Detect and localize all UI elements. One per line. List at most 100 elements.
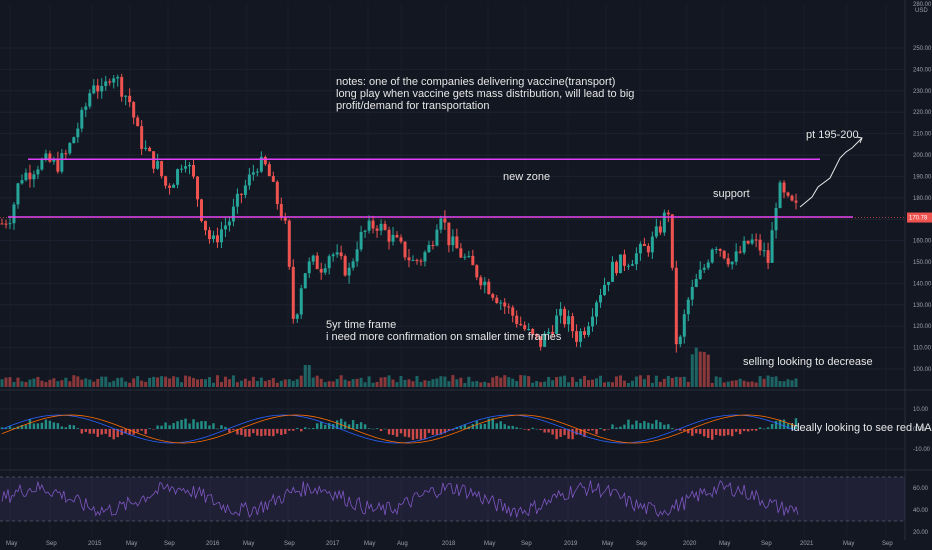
volume-bar xyxy=(662,378,666,387)
volume-bar xyxy=(579,378,583,387)
macd-bar xyxy=(100,429,103,435)
time-tick-label: Sep xyxy=(521,541,532,547)
macd-bar xyxy=(32,423,36,429)
timeframe-note-1: 5yr time frame xyxy=(326,319,397,331)
volume-bar xyxy=(614,376,618,387)
macd-bar xyxy=(427,429,431,433)
volume-bar xyxy=(116,377,120,387)
macd-bar xyxy=(407,429,411,438)
candle-body xyxy=(12,204,16,224)
candle-body xyxy=(279,203,283,218)
volume-bar xyxy=(606,381,610,387)
volume-bar xyxy=(303,365,307,387)
candle-body xyxy=(40,159,44,170)
macd-bar xyxy=(339,418,343,429)
candle-body xyxy=(559,308,563,316)
candle-body xyxy=(591,316,595,327)
candle-body xyxy=(335,252,339,255)
macd-bar xyxy=(547,429,550,433)
macd-bar xyxy=(60,426,64,429)
candle-body xyxy=(638,243,642,254)
price-tick-label: 240.00 xyxy=(913,67,932,73)
candle-body xyxy=(283,217,287,221)
macd-bar xyxy=(722,429,726,436)
volume-bar xyxy=(291,380,295,387)
volume-bar xyxy=(32,378,36,387)
candle-body xyxy=(371,220,375,229)
volume-bar xyxy=(479,382,483,387)
volume-bar xyxy=(0,379,4,387)
volume-bar xyxy=(211,382,215,387)
candle-body xyxy=(447,222,451,246)
volume-bar xyxy=(786,379,790,387)
volume-bar xyxy=(215,375,219,387)
macd-bar xyxy=(435,429,439,435)
macd-bar xyxy=(679,429,682,431)
macd-bar xyxy=(104,429,107,434)
macd-bar xyxy=(411,429,415,440)
candle-body xyxy=(734,251,738,262)
volume-bar xyxy=(678,377,682,387)
macd-bar xyxy=(563,429,566,436)
candle-body xyxy=(100,86,104,92)
volume-bar xyxy=(702,351,706,387)
macd-bar xyxy=(543,429,546,433)
price-tick-label: 210.00 xyxy=(913,132,932,138)
volume-bar xyxy=(72,375,76,387)
projection-path xyxy=(799,137,863,208)
candle-body xyxy=(790,195,794,201)
time-tick-label: 2016 xyxy=(206,541,220,547)
macd-bar xyxy=(92,429,95,434)
volume-bar xyxy=(307,365,311,387)
time-tick-label: 2019 xyxy=(564,541,578,547)
volume-bar xyxy=(690,354,694,387)
volume-bar xyxy=(503,375,507,387)
volume-bar xyxy=(160,376,164,387)
volume-bar xyxy=(575,381,579,387)
candle-body xyxy=(459,248,463,258)
volume-bar xyxy=(124,381,128,387)
candle-body xyxy=(124,95,128,97)
candle-body xyxy=(475,265,479,278)
candle-body xyxy=(746,240,750,244)
macd-bar xyxy=(758,427,762,429)
price-tick-label: 150.00 xyxy=(913,260,932,266)
macd-bar xyxy=(399,429,403,434)
candle-body xyxy=(347,267,351,276)
candle-body xyxy=(602,284,606,296)
volume-bar xyxy=(299,375,303,387)
macd-bar xyxy=(371,428,375,430)
macd-bar xyxy=(431,429,435,435)
volume-bar xyxy=(646,375,650,387)
macd-bar xyxy=(268,429,271,436)
candle-body xyxy=(718,249,722,251)
candle-body xyxy=(52,159,56,162)
candle-body xyxy=(431,244,435,246)
time-tick-label: Sep xyxy=(164,541,175,547)
macd-bar xyxy=(782,419,786,429)
volume-bar xyxy=(475,381,479,387)
candle-body xyxy=(535,333,539,337)
macd-bar xyxy=(623,424,626,429)
time-tick-label: May xyxy=(719,541,730,547)
macd-bar xyxy=(559,429,562,437)
macd-bar xyxy=(395,429,399,437)
candle-body xyxy=(247,174,251,186)
macd-bar xyxy=(216,428,219,430)
macd-bar xyxy=(631,424,634,429)
macd-bar xyxy=(794,418,798,429)
candle-body xyxy=(658,226,662,233)
candle-body xyxy=(415,259,419,261)
macd-bar xyxy=(691,429,694,436)
candle-body xyxy=(16,183,20,205)
candle-body xyxy=(196,176,200,200)
candle-body xyxy=(235,193,239,207)
volume-bar xyxy=(730,380,734,387)
volume-bar xyxy=(4,377,8,387)
volume-bar xyxy=(642,379,646,387)
macd-bar xyxy=(0,427,4,429)
volume-bar xyxy=(335,378,339,387)
macd-bar xyxy=(391,429,395,436)
volume-bar xyxy=(64,377,68,387)
